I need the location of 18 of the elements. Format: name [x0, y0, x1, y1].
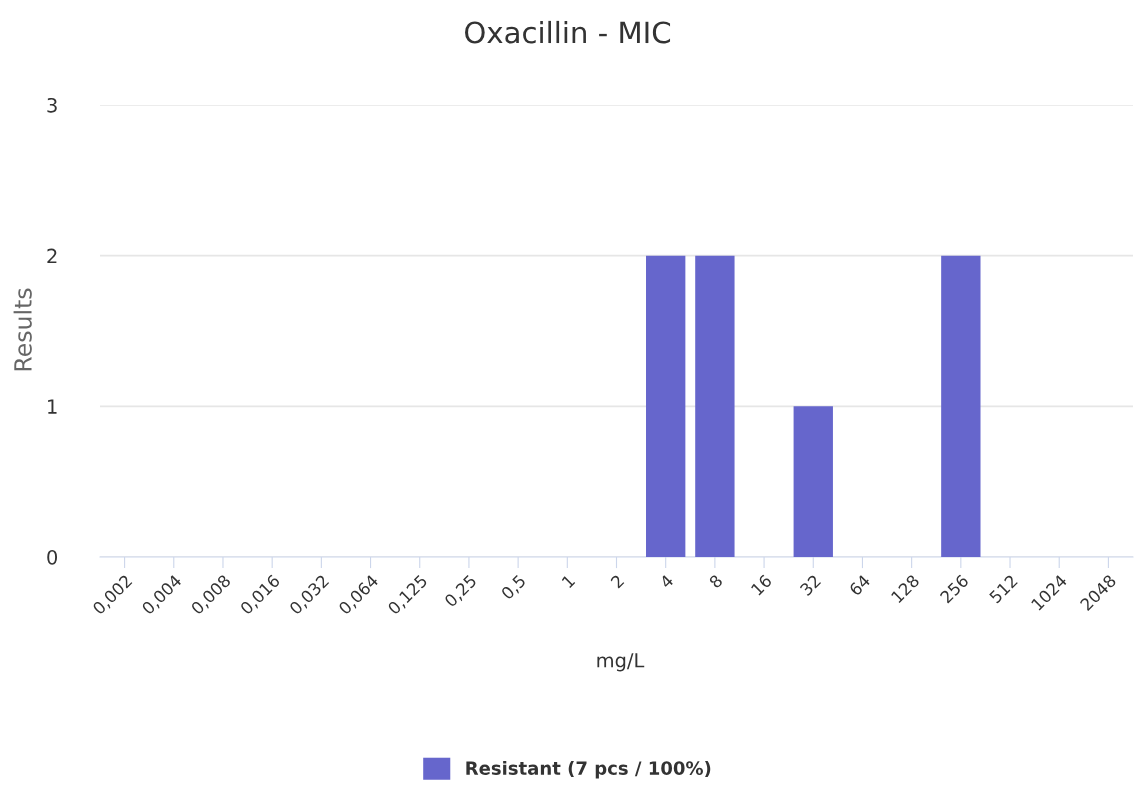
- legend-label: Resistant (7 pcs / 100%): [466, 760, 711, 779]
- x-tick-label: 128: [890, 573, 920, 604]
- y-axis-title: Results: [13, 288, 32, 371]
- x-tick-label: 32: [799, 574, 822, 597]
- x-tick-label: 2: [610, 574, 625, 589]
- x-tick-label: 8: [708, 573, 724, 589]
- x-tick-label: 64: [848, 573, 871, 597]
- x-tick-label: 512: [988, 574, 1018, 604]
- x-axis-title: mg/L: [597, 653, 645, 672]
- x-tick-label: 0,5: [500, 574, 528, 602]
- y-tick-label: 1: [48, 399, 57, 414]
- y-tick-label: 0: [47, 549, 58, 565]
- x-tick-label: 16: [750, 573, 773, 596]
- y-tick-label: 2: [47, 248, 57, 264]
- y-tick-label: 3: [47, 97, 57, 113]
- chart-title: Oxacillin - MIC: [465, 20, 671, 44]
- x-tick-label: 4: [659, 574, 674, 589]
- x-tick-label: 1: [561, 574, 576, 589]
